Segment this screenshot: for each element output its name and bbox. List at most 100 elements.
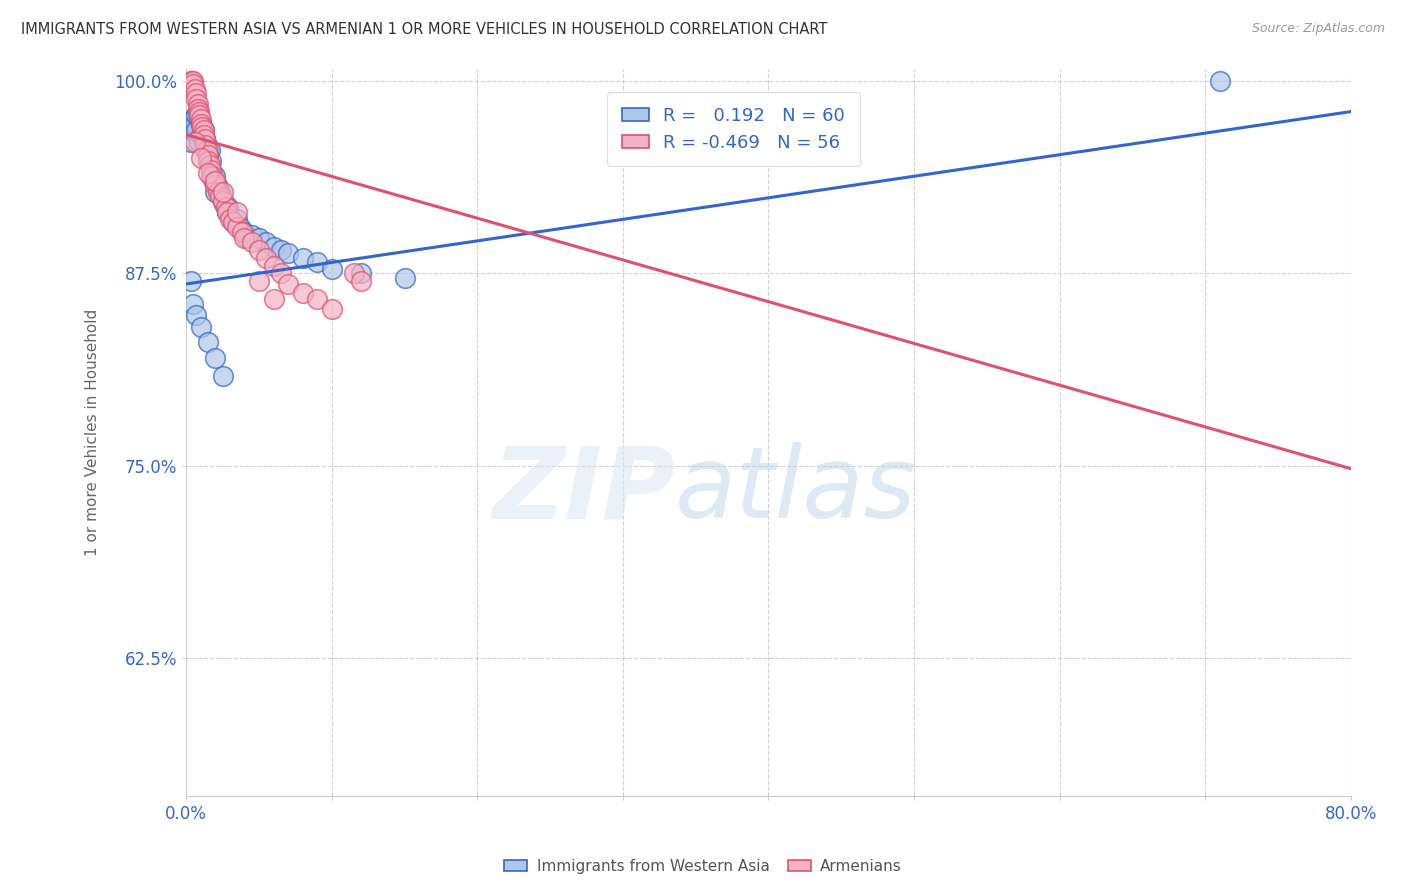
Legend: R =   0.192   N = 60, R = -0.469   N = 56: R = 0.192 N = 60, R = -0.469 N = 56 — [607, 92, 859, 166]
Point — [187, 104, 209, 119]
Point — [194, 132, 217, 146]
Point — [207, 181, 229, 195]
Text: Source: ZipAtlas.com: Source: ZipAtlas.com — [1251, 22, 1385, 36]
Point — [184, 117, 207, 131]
Point — [181, 123, 204, 137]
Point — [180, 274, 202, 288]
Text: ZIP: ZIP — [492, 442, 675, 540]
Point — [350, 274, 373, 288]
Point — [291, 251, 314, 265]
Point — [215, 204, 238, 219]
Point — [194, 143, 217, 157]
Point — [222, 215, 245, 229]
Point — [188, 136, 211, 150]
Point — [211, 369, 233, 384]
Point — [222, 215, 245, 229]
Point — [195, 143, 218, 157]
Point — [186, 108, 208, 122]
Point — [200, 169, 222, 184]
Point — [190, 117, 212, 131]
Point — [200, 163, 222, 178]
Point — [211, 185, 233, 199]
Point — [219, 212, 242, 227]
Point — [214, 200, 236, 214]
Point — [193, 123, 215, 137]
Point — [190, 117, 212, 131]
Y-axis label: 1 or more Vehicles in Household: 1 or more Vehicles in Household — [86, 309, 100, 556]
Point — [201, 169, 224, 184]
Point — [190, 112, 212, 127]
Point — [197, 166, 219, 180]
Point — [212, 197, 235, 211]
Point — [254, 235, 277, 250]
Point — [270, 243, 292, 257]
Point — [184, 136, 207, 150]
Point — [200, 153, 222, 168]
Point — [321, 261, 343, 276]
Point — [215, 204, 238, 219]
Point — [191, 120, 214, 134]
Text: IMMIGRANTS FROM WESTERN ASIA VS ARMENIAN 1 OR MORE VEHICLES IN HOUSEHOLD CORRELA: IMMIGRANTS FROM WESTERN ASIA VS ARMENIAN… — [21, 22, 828, 37]
Point — [201, 166, 224, 180]
Point — [202, 174, 225, 188]
Point — [183, 297, 205, 311]
Point — [190, 320, 212, 334]
Point — [188, 112, 211, 127]
Point — [321, 301, 343, 316]
Point — [211, 194, 233, 208]
Point — [186, 308, 208, 322]
Point — [291, 286, 314, 301]
Point — [233, 231, 256, 245]
Point — [247, 231, 270, 245]
Point — [197, 143, 219, 157]
Point — [184, 81, 207, 95]
Point — [183, 74, 205, 88]
Point — [205, 178, 228, 193]
Point — [186, 92, 208, 106]
Point — [207, 185, 229, 199]
Point — [195, 138, 218, 153]
Point — [209, 189, 232, 203]
Legend: Immigrants from Western Asia, Armenians: Immigrants from Western Asia, Armenians — [498, 853, 908, 880]
Point — [191, 120, 214, 134]
Point — [226, 220, 249, 235]
Point — [197, 335, 219, 350]
Point — [211, 194, 233, 208]
Point — [193, 123, 215, 137]
Point — [240, 227, 263, 242]
Point — [183, 77, 205, 91]
Point — [194, 138, 217, 153]
Point — [188, 108, 211, 122]
Point — [307, 255, 329, 269]
Point — [187, 102, 209, 116]
Point — [187, 96, 209, 111]
Point — [197, 153, 219, 168]
Point — [180, 136, 202, 150]
Point — [263, 259, 285, 273]
Point — [226, 204, 249, 219]
Point — [198, 143, 221, 157]
Point — [394, 270, 416, 285]
Point — [263, 240, 285, 254]
Point — [343, 266, 366, 280]
Point — [208, 189, 231, 203]
Point — [277, 246, 299, 260]
Point — [186, 123, 208, 137]
Point — [204, 169, 226, 184]
Point — [247, 243, 270, 257]
Point — [194, 132, 217, 146]
Point — [219, 209, 242, 223]
Point — [233, 225, 256, 239]
Point — [226, 212, 249, 227]
Point — [198, 159, 221, 173]
Point — [197, 153, 219, 168]
Point — [183, 112, 205, 127]
Point — [350, 266, 373, 280]
Point — [229, 220, 252, 235]
Point — [214, 200, 236, 214]
Point — [188, 104, 211, 119]
Text: atlas: atlas — [675, 442, 917, 540]
Point — [236, 231, 259, 245]
Point — [247, 274, 270, 288]
Point — [1063, 805, 1085, 819]
